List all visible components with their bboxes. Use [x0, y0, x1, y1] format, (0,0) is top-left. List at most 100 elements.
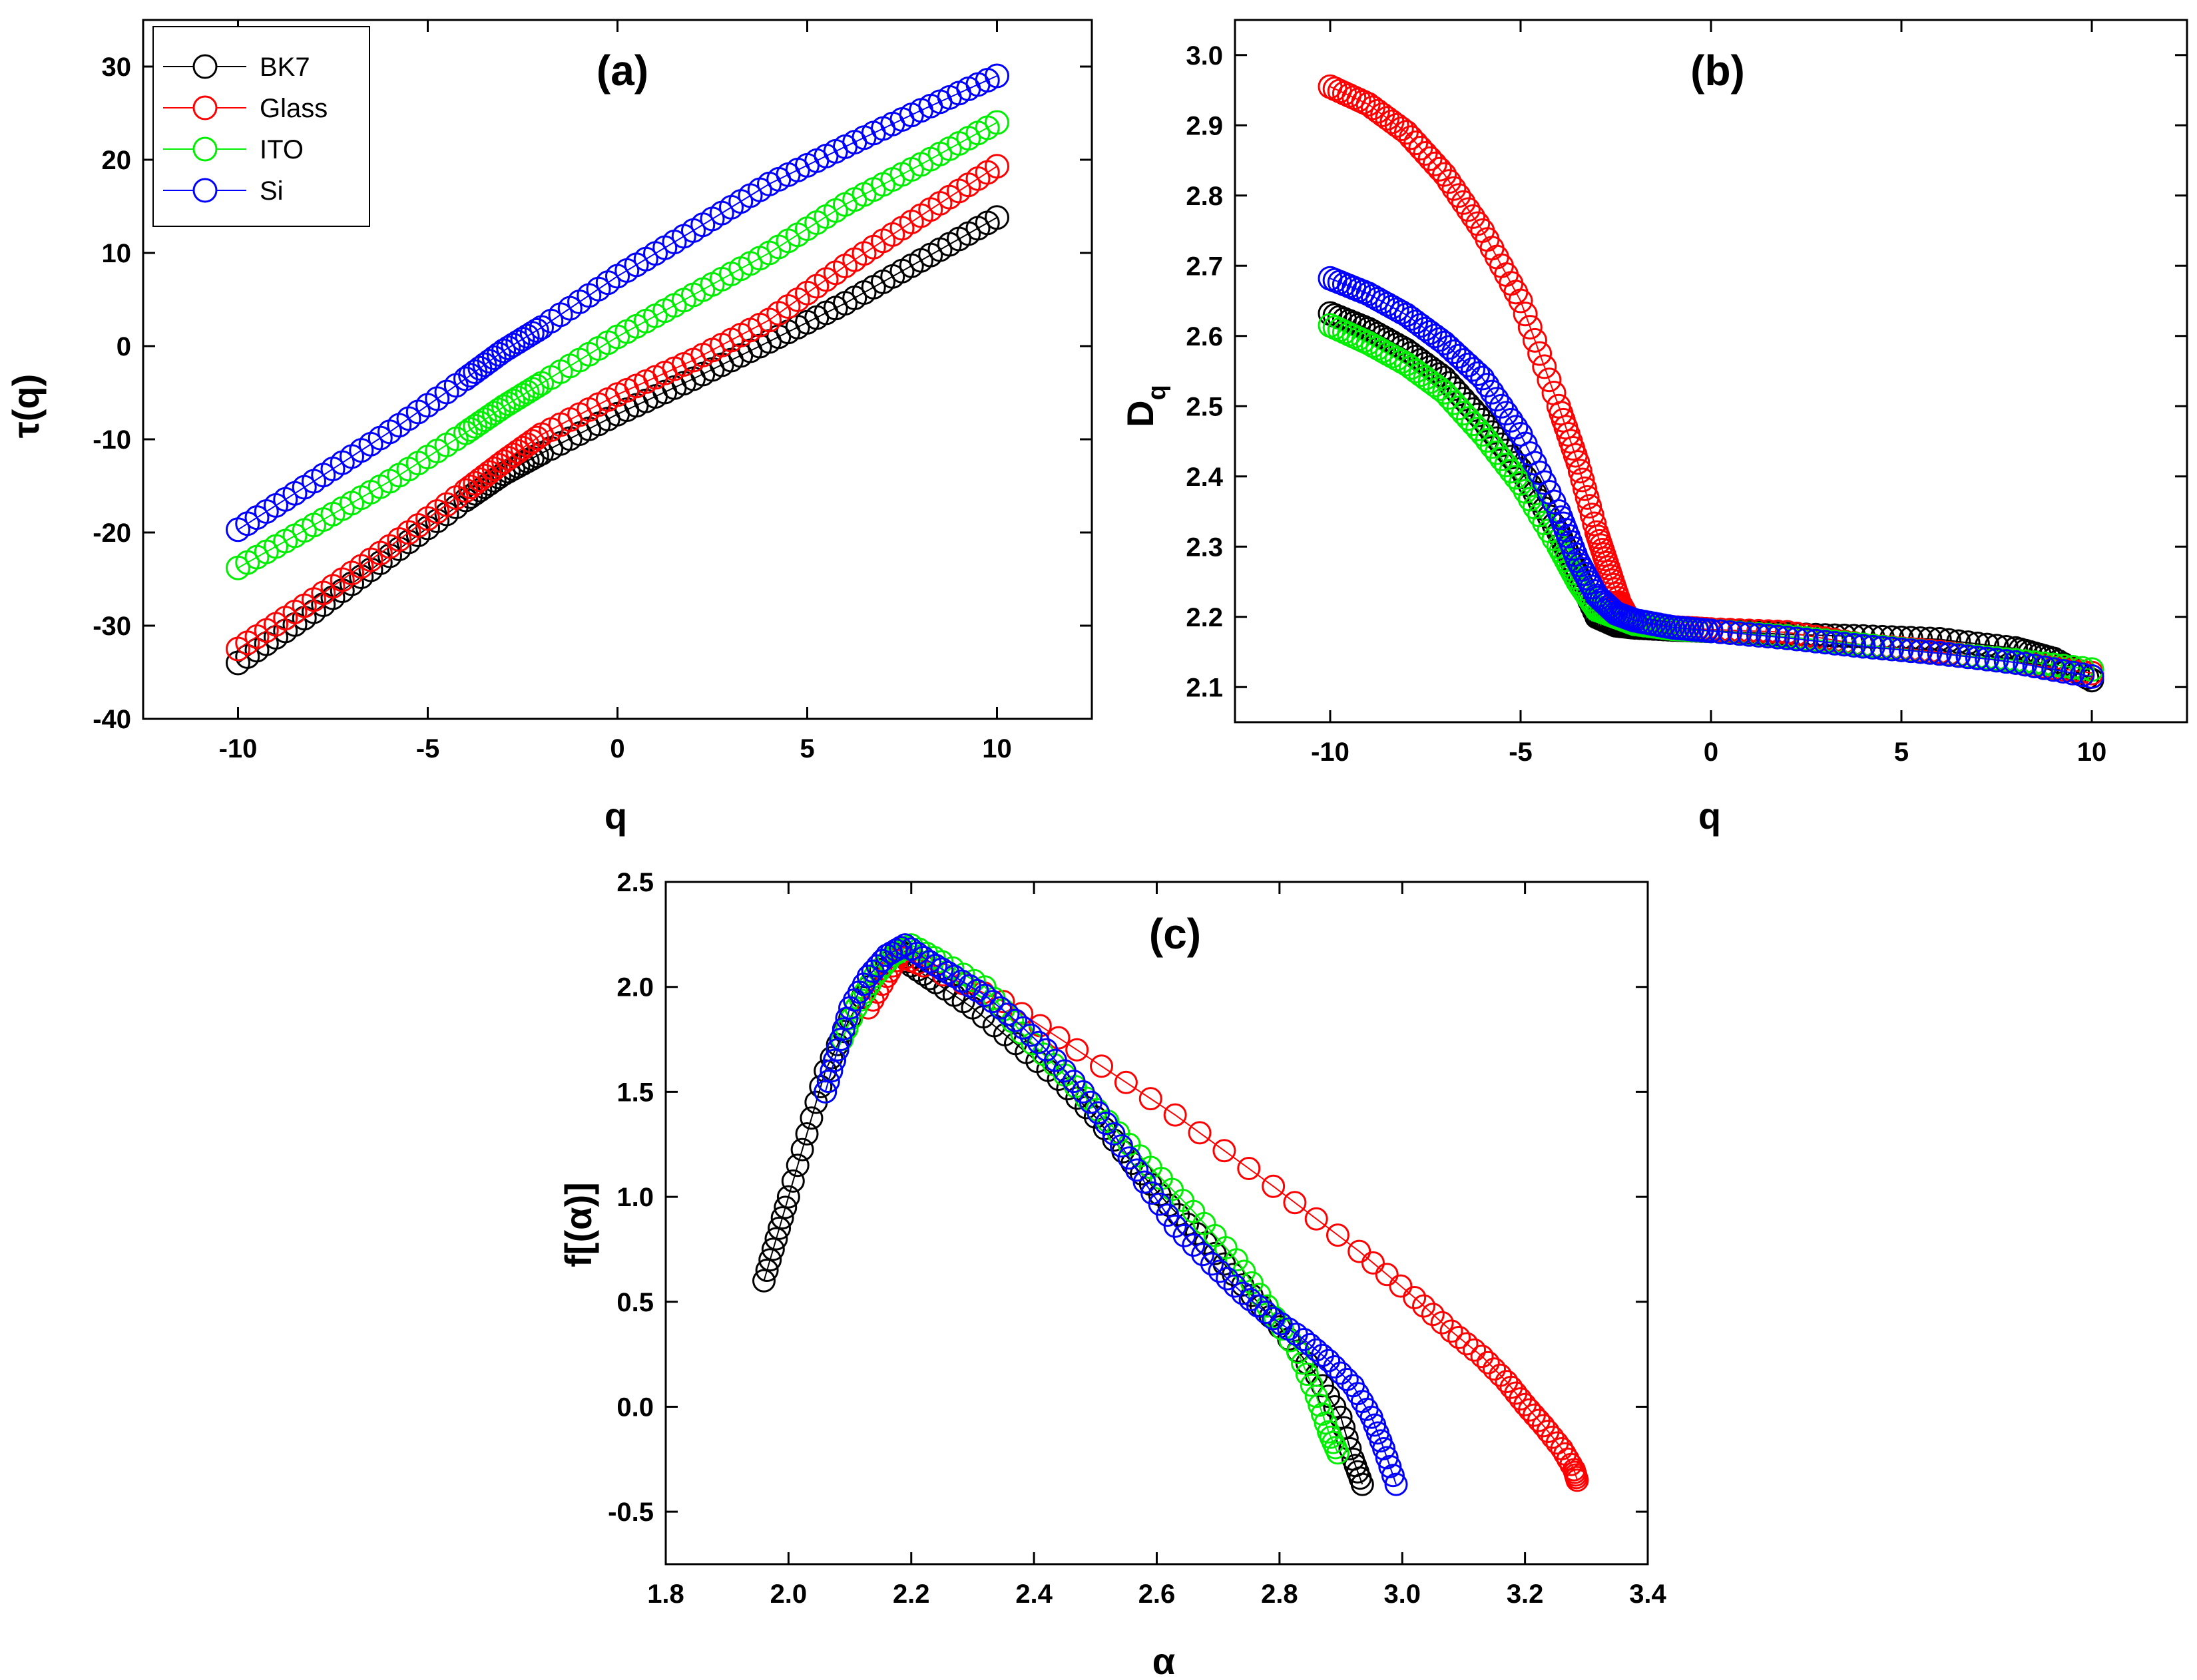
- data-point: [1117, 1146, 1141, 1170]
- data-point: [1216, 1267, 1240, 1291]
- data-point: [911, 946, 935, 970]
- data-point: [1254, 1301, 1278, 1325]
- plot-frame: [664, 881, 1649, 1566]
- data-point: [985, 63, 1009, 89]
- data-point: [1381, 1464, 1405, 1488]
- data-point: [1231, 1281, 1255, 1305]
- data-point: [1470, 1345, 1494, 1368]
- data-point: [1065, 1038, 1089, 1062]
- x-tick-label: 10: [982, 734, 1012, 763]
- data-point: [1326, 1441, 1349, 1465]
- data-point: [1317, 1349, 1341, 1372]
- y-tick-label: 2.5: [616, 868, 654, 897]
- data-point: [1573, 476, 1598, 501]
- data-point: [1208, 1259, 1232, 1283]
- data-point: [1517, 315, 1543, 340]
- data-point: [524, 317, 549, 343]
- y-tick-label: -30: [93, 612, 131, 641]
- data-point: [1499, 459, 1524, 484]
- data-point: [1937, 642, 1961, 667]
- data-point: [985, 205, 1009, 230]
- data-point: [1384, 1472, 1408, 1496]
- data-point: [1746, 622, 1771, 648]
- data-point: [1212, 1139, 1236, 1163]
- data-point: [1898, 638, 1923, 664]
- data-point: [1955, 644, 1981, 670]
- panel-b-chart: -10 -5 0 5 10 2.1 2.2 2.3 2.4 2.5 2.6 2.7 2.8 2.9 3.0 q…: [1119, 19, 2188, 837]
- data-point: [1432, 162, 1457, 187]
- data-point: [1455, 1332, 1479, 1356]
- legend-marker: [192, 178, 218, 203]
- data-point: [764, 1227, 788, 1251]
- x-tick-label: 2.6: [1138, 1579, 1176, 1609]
- data-point: [1262, 1174, 1286, 1198]
- x-tick-label: 3.4: [1629, 1579, 1666, 1609]
- data-point: [1565, 1468, 1589, 1492]
- legend-marker: [192, 95, 218, 120]
- data-point: [1513, 302, 1538, 327]
- data-point: [899, 937, 923, 961]
- data-point: [1329, 1361, 1353, 1385]
- data-point: [1326, 1223, 1349, 1247]
- data-point: [1727, 621, 1752, 646]
- series-line: [867, 954, 1578, 1481]
- y-tick-label: 1.5: [616, 1078, 654, 1107]
- data-point: [1412, 1294, 1436, 1318]
- data-point: [2022, 654, 2047, 679]
- data-point: [988, 996, 1012, 1020]
- series-ito: [226, 110, 1009, 580]
- data-point: [1446, 183, 1471, 208]
- x-tick-label: -10: [219, 734, 258, 763]
- data-point: [1522, 327, 1547, 353]
- data-point: [1439, 1319, 1463, 1343]
- data-point: [832, 1017, 855, 1041]
- data-point: [1756, 624, 1781, 649]
- data-point: [1479, 379, 1505, 405]
- data-point: [829, 1028, 853, 1052]
- data-point: [1484, 440, 1509, 465]
- series-glass: [226, 154, 1009, 662]
- data-point: [1463, 1338, 1487, 1362]
- data-point: [973, 983, 997, 1007]
- data-point: [1310, 1402, 1334, 1426]
- data-point: [1446, 343, 1471, 369]
- data-point: [1389, 1274, 1413, 1298]
- x-tick-label: 0: [1704, 737, 1718, 767]
- data-point: [1304, 1207, 1328, 1231]
- data-point: [826, 1038, 850, 1062]
- data-point: [1527, 341, 1553, 366]
- data-point: [814, 1080, 838, 1104]
- data-point: [1577, 494, 1602, 519]
- data-point: [930, 957, 954, 981]
- data-point: [1114, 1070, 1138, 1094]
- data-point: [1010, 1002, 1034, 1026]
- y-tick-label: -10: [93, 425, 131, 455]
- data-point: [774, 1195, 798, 1219]
- data-point: [2070, 662, 2095, 688]
- data-point: [1246, 1294, 1270, 1318]
- y-tick-label: -20: [93, 519, 131, 548]
- data-point: [816, 1070, 840, 1094]
- data-point: [768, 1216, 792, 1240]
- data-point: [1157, 1193, 1181, 1217]
- data-point: [1372, 1437, 1396, 1461]
- x-axis-title: α: [1152, 1640, 1175, 1680]
- data-point: [1461, 204, 1485, 229]
- data-point: [1238, 1288, 1262, 1312]
- data-point: [1841, 632, 1866, 658]
- data-point: [985, 110, 1009, 135]
- x-tick-label: -10: [1311, 737, 1349, 767]
- data-point: [1575, 485, 1600, 510]
- data-point: [1138, 1087, 1162, 1111]
- y-tick-label: 0: [117, 332, 131, 361]
- y-tick-label: 2.5: [1186, 392, 1223, 421]
- data-point: [1389, 116, 1414, 142]
- legend-box: [152, 26, 370, 227]
- y-axis-title: f[(α)]: [557, 1182, 599, 1267]
- data-point: [1475, 373, 1500, 398]
- data-point: [1375, 1446, 1399, 1470]
- data-point: [2060, 660, 2085, 686]
- data-point: [1461, 357, 1485, 382]
- data-point: [1889, 637, 1914, 662]
